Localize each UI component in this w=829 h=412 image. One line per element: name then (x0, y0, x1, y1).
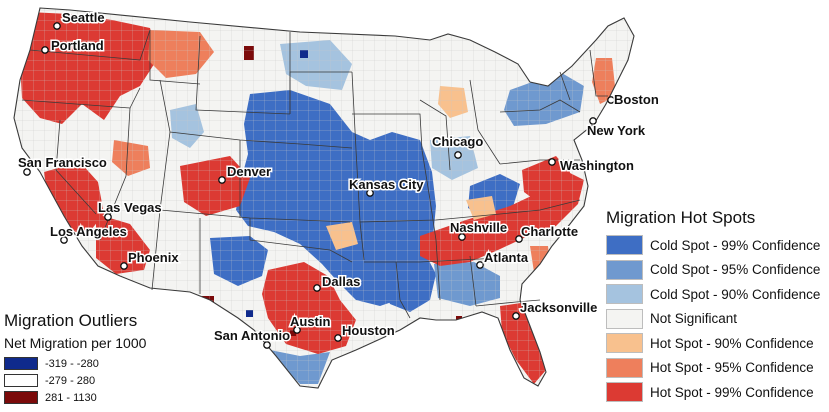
legend-swatch (606, 357, 643, 378)
city-dallas: Dallas (313, 273, 362, 292)
city-label: Las Vegas (98, 200, 162, 215)
city-marker (334, 334, 342, 342)
city-marker (60, 236, 68, 244)
city-marker (458, 233, 466, 241)
legend-item: Hot Spot - 95% Confidence (606, 356, 828, 381)
outlier-legend: Migration Outliers Net Migration per 100… (4, 311, 204, 406)
city-markers: Seattle Portland San Francisco Las Vegas… (17, 9, 660, 349)
legend-item: Cold Spot - 90% Confidence (606, 282, 828, 307)
city-portland: Portland (41, 37, 105, 55)
legend-item: Cold Spot - 95% Confidence (606, 258, 828, 283)
outlier-legend-subtitle: Net Migration per 1000 (4, 335, 147, 351)
legend-item: Hot Spot - 99% Confidence (606, 380, 828, 405)
city-label: Kansas City (349, 177, 424, 192)
city-phoenix: Phoenix (120, 249, 181, 270)
legend-label: Not Significant (650, 311, 738, 327)
city-label: Washington (560, 158, 634, 173)
city-marker (313, 284, 321, 292)
legend-swatch (4, 374, 38, 387)
city-atlanta: Atlanta (476, 249, 530, 269)
city-marker (512, 312, 520, 320)
city-label: Los Angeles (50, 224, 127, 239)
city-marker (366, 189, 374, 197)
city-label: Austin (290, 314, 331, 329)
city-san-francisco: San Francisco (17, 154, 108, 176)
legend-label: -319 - -280 (45, 357, 99, 370)
city-label: Houston (342, 323, 395, 338)
city-label: Charlotte (521, 224, 578, 239)
legend-swatch (4, 391, 38, 404)
city-label: Atlanta (484, 250, 529, 265)
city-marker (120, 262, 128, 270)
city-austin: Austin (289, 313, 332, 334)
legend-swatch (606, 235, 643, 256)
city-label: Nashville (450, 220, 507, 235)
city-seattle: Seattle (53, 9, 106, 30)
city-marker (548, 158, 556, 166)
city-marker (23, 168, 31, 176)
legend-item: Not Significant (606, 307, 828, 332)
legend-label: Cold Spot - 99% Confidence (650, 237, 821, 253)
city-label: San Francisco (18, 155, 107, 170)
legend-label: Hot Spot - 90% Confidence (650, 335, 814, 351)
legend-swatch (606, 284, 643, 305)
legend-swatch (606, 259, 643, 280)
city-nashville: Nashville (449, 219, 509, 241)
city-chicago: Chicago (431, 133, 485, 159)
state-borders (13, 7, 635, 389)
city-san-antonio: San Antonio (213, 327, 292, 349)
city-marker (607, 96, 615, 104)
city-houston: Houston (334, 322, 396, 342)
legend-item: Cold Spot - 99% Confidence (606, 233, 828, 258)
legend-item: -279 - 280 (4, 372, 204, 389)
city-marker (293, 326, 301, 334)
city-charlotte: Charlotte (515, 223, 580, 243)
city-label: Jacksonville (520, 300, 597, 315)
city-new-york: New York (586, 117, 647, 140)
legend-label: Hot Spot - 99% Confidence (650, 384, 814, 400)
city-marker (454, 151, 462, 159)
city-marker (515, 235, 523, 243)
city-marker (476, 261, 484, 269)
city-marker (104, 213, 112, 221)
legend-item: Hot Spot - 90% Confidence (606, 331, 828, 356)
hot-spot-legend-title: Migration Hot Spots (606, 208, 756, 227)
city-label: Phoenix (128, 250, 179, 265)
city-kansas-city: Kansas City (348, 176, 426, 197)
city-washington: Washington (548, 157, 635, 175)
legend-item: -319 - -280 (4, 355, 204, 372)
city-label: Dallas (322, 274, 360, 289)
city-boston: Boston (607, 91, 660, 109)
outlier-legend-title: Migration Outliers (4, 311, 138, 330)
city-marker (218, 176, 226, 184)
city-label: Boston (614, 92, 659, 107)
legend-label: Hot Spot - 95% Confidence (650, 360, 814, 376)
legend-label: 281 - 1130 (45, 391, 97, 404)
legend-item: 281 - 1130 (4, 389, 204, 406)
city-las-vegas: Las Vegas (97, 199, 163, 221)
city-label: Portland (51, 38, 104, 53)
city-denver: Denver (218, 163, 273, 184)
legend-swatch (606, 308, 643, 329)
city-marker (53, 22, 61, 30)
legend-swatch (606, 333, 643, 354)
city-label: Seattle (62, 10, 105, 25)
city-marker (41, 46, 49, 54)
legend-swatch (606, 382, 643, 403)
legend-label: -279 - 280 (45, 374, 96, 387)
city-marker (263, 341, 271, 349)
city-los-angeles: Los Angeles (49, 223, 128, 244)
city-label: New York (587, 123, 646, 138)
legend-label: Cold Spot - 90% Confidence (650, 286, 821, 302)
city-jacksonville: Jacksonville (512, 299, 599, 320)
legend-swatch (4, 357, 38, 370)
city-label: Chicago (432, 134, 483, 149)
city-label: Denver (227, 164, 271, 179)
legend-label: Cold Spot - 95% Confidence (650, 262, 821, 278)
hot-spot-legend: Migration Hot Spots Cold Spot - 99% Conf… (606, 208, 828, 405)
city-marker (589, 117, 597, 125)
city-label: San Antonio (214, 328, 290, 343)
